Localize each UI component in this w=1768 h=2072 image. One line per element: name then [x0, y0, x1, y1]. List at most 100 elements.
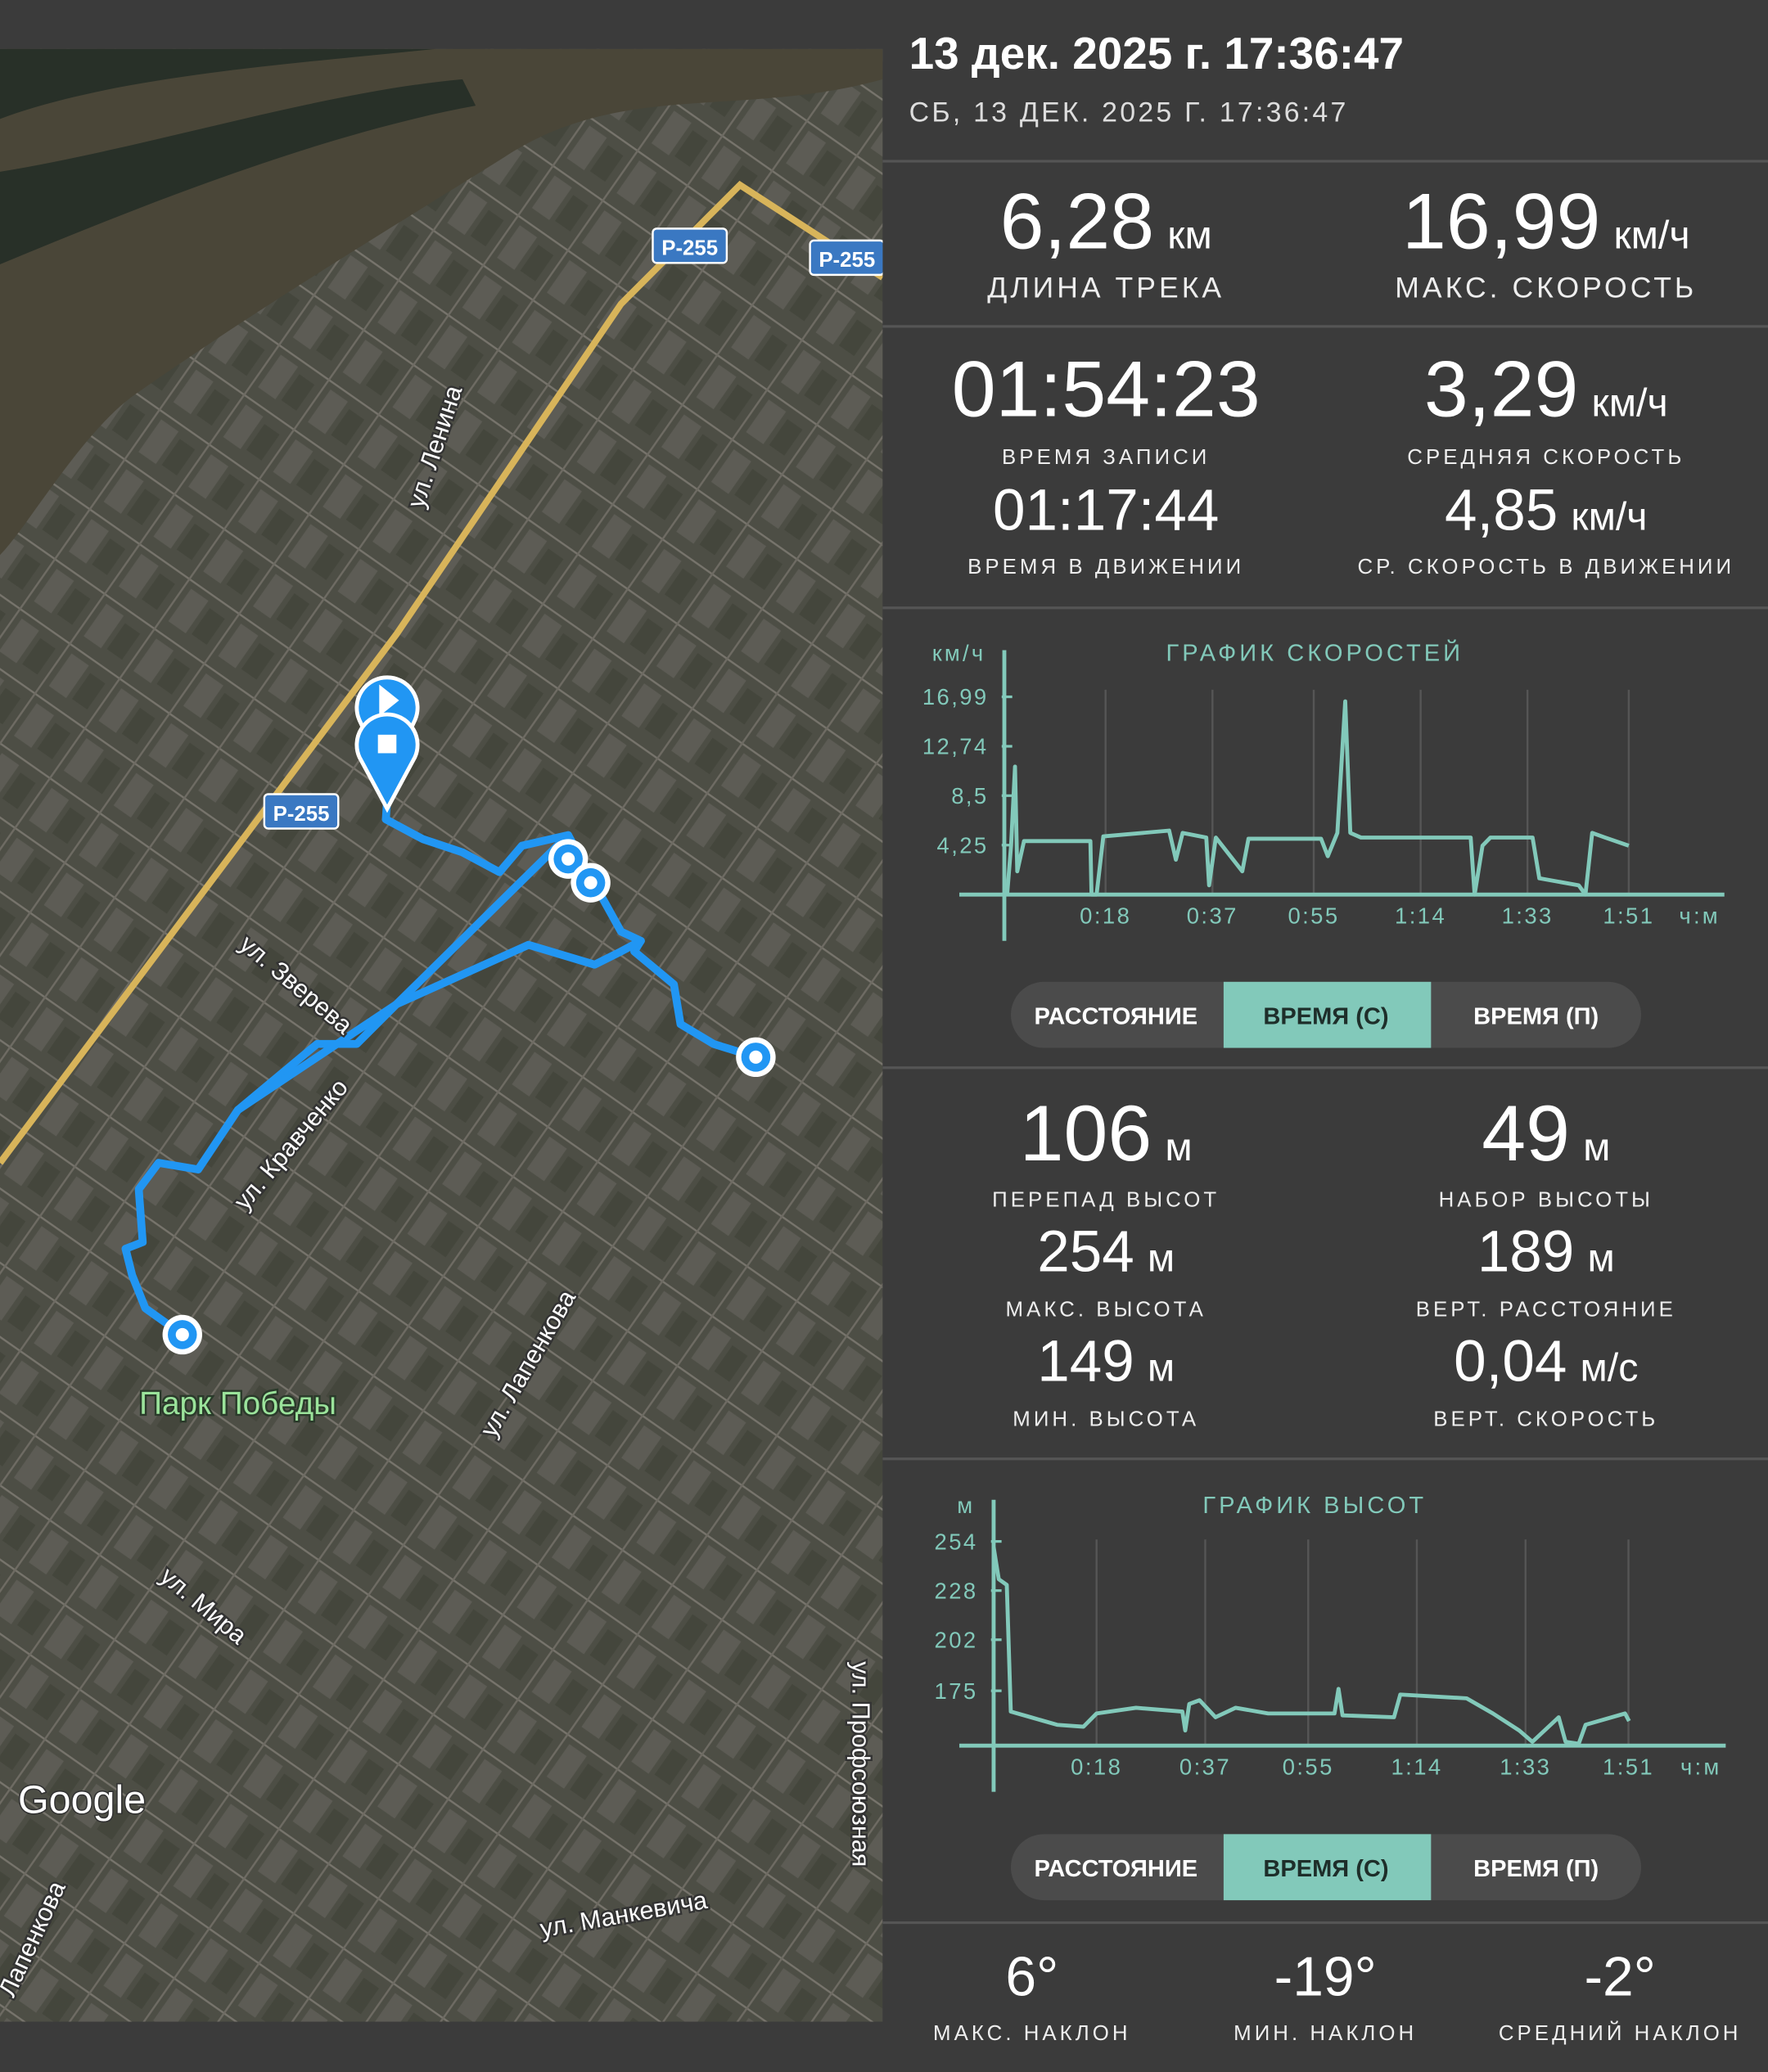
stat-unit: м: [1165, 1125, 1192, 1169]
x-tick-label: 1:14: [1391, 1754, 1442, 1780]
y-axis-unit: м: [957, 1493, 975, 1518]
stat-label: ВЕРТ. РАССТОЯНИЕ: [1416, 1298, 1676, 1321]
date-title: 13 дек. 2025 г. 17:36:47: [909, 28, 1404, 79]
tab-selected: [1223, 1834, 1432, 1901]
stat-unit: м: [1587, 1236, 1614, 1280]
slope-label: МИН. НАКЛОН: [1234, 2022, 1417, 2045]
stat-number: 3,29: [1424, 345, 1579, 434]
x-tick-label: 1:14: [1395, 903, 1446, 929]
y-tick-label: 228: [935, 1578, 978, 1603]
separator: [882, 1921, 1768, 1925]
stat-value: 49 м: [1482, 1088, 1610, 1178]
end-marker[interactable]: [354, 712, 420, 813]
tab-label[interactable]: ВРЕМЯ (П): [1473, 1003, 1599, 1029]
y-tick-label: 254: [935, 1529, 978, 1554]
stat-number: 6,28: [1000, 177, 1155, 266]
separator: [882, 606, 1768, 610]
separator: [882, 1457, 1768, 1461]
stat-number: 254: [1037, 1219, 1134, 1284]
separator: [882, 1066, 1768, 1070]
x-tick-label: 0:37: [1187, 903, 1238, 929]
stat-number: 16,99: [1402, 177, 1600, 266]
stat-label: СР. СКОРОСТЬ В ДВИЖЕНИИ: [1357, 556, 1734, 579]
separator: [882, 160, 1768, 163]
waypoints[interactable]: [162, 839, 776, 1355]
stat-label: ВЕРТ. СКОРОСТЬ: [1433, 1408, 1658, 1430]
stat-value: 16,99 км/ч: [1402, 177, 1690, 266]
y-tick-label: 202: [935, 1627, 978, 1652]
data-line: [991, 1547, 1631, 1746]
road-label: Р-255: [273, 803, 330, 826]
stat-label: МАКС. ВЫСОТА: [1006, 1298, 1206, 1321]
tab-label[interactable]: РАССТОЯНИЕ: [1035, 1856, 1198, 1882]
stat-unit: м: [1148, 1345, 1175, 1390]
stat-label: СРЕДНЯЯ СКОРОСТЬ: [1407, 446, 1685, 469]
stat-label: ВРЕМЯ В ДВИЖЕНИИ: [967, 556, 1244, 579]
y-tick-label: 16,99: [922, 684, 989, 709]
stat-number: 4,85: [1445, 479, 1558, 543]
road-shield: [263, 793, 340, 830]
separator: [882, 325, 1768, 328]
date-subtitle: СБ, 13 ДЕК. 2025 Г. 17:36:47: [909, 97, 1349, 128]
park-label: Парк Победы: [139, 1386, 336, 1421]
stat-number: 149: [1037, 1329, 1134, 1394]
tab-label[interactable]: ВРЕМЯ (С): [1263, 1856, 1388, 1882]
stat-value: 189 м: [1477, 1219, 1615, 1284]
stat-value: 01:54:23: [952, 345, 1261, 434]
road-label: Р-255: [819, 249, 875, 272]
stat-value: 106 м: [1020, 1088, 1193, 1178]
tab-label[interactable]: РАССТОЯНИЕ: [1035, 1003, 1198, 1029]
stats-panel: 13 дек. 2025 г. 17:36:47 СБ, 13 ДЕК. 202…: [909, 28, 1404, 128]
stat-unit: км/ч: [1571, 495, 1647, 539]
road-shield: [809, 239, 883, 277]
chart-title: ГРАФИК СКОРОСТЕЙ: [1166, 638, 1464, 666]
y-tick-label: 175: [935, 1678, 978, 1704]
x-tick-label: 0:18: [1080, 903, 1131, 929]
tab-label[interactable]: ВРЕМЯ (С): [1263, 1003, 1388, 1029]
street-label: ул. Профсоюзная: [846, 1661, 874, 1867]
stat-value: 4,85 км/ч: [1445, 479, 1648, 543]
x-axis-unit: ч:м: [1680, 1754, 1721, 1780]
slope-value: -19°: [1274, 1946, 1377, 2007]
x-axis-unit: ч:м: [1679, 903, 1720, 929]
stat-label: НАБОР ВЫСОТЫ: [1439, 1188, 1653, 1211]
stat-number: 0,04: [1454, 1329, 1567, 1394]
stat-unit: м: [1148, 1236, 1175, 1280]
stat-unit: км/ч: [1613, 214, 1689, 258]
y-tick-label: 12,74: [922, 734, 989, 759]
chart-title: ГРАФИК ВЫСОТ: [1202, 1493, 1427, 1519]
y-tick-label: 4,25: [937, 832, 989, 858]
road-shield: [652, 227, 728, 264]
stat-value: 6,28 км: [1000, 177, 1212, 266]
slope-label: МАКС. НАКЛОН: [933, 2022, 1131, 2045]
stat-label: МАКС. СКОРОСТЬ: [1395, 271, 1697, 304]
map-brand: Google: [18, 1777, 146, 1822]
stat-number: 106: [1020, 1088, 1152, 1178]
data-line: [1005, 699, 1630, 897]
x-tick-label: 0:55: [1283, 1754, 1334, 1780]
slope-label: СРЕДНИЙ НАКЛОН: [1499, 2020, 1742, 2045]
x-tick-label: 0:37: [1179, 1754, 1231, 1780]
stat-label: ВРЕМЯ ЗАПИСИ: [1002, 446, 1210, 469]
tab-label[interactable]: ВРЕМЯ (П): [1473, 1856, 1599, 1882]
stat-unit: м: [1583, 1125, 1610, 1169]
tab-selected: [1223, 981, 1432, 1048]
stat-value: 01:17:44: [993, 479, 1219, 543]
slope-value: 6°: [1005, 1946, 1058, 2007]
stat-unit: м/с: [1580, 1345, 1638, 1390]
x-tick-label: 1:51: [1603, 903, 1654, 929]
stat-number: 01:17:44: [993, 479, 1219, 543]
x-tick-label: 0:55: [1288, 903, 1339, 929]
stat-value: 254 м: [1037, 1219, 1175, 1284]
road-label: Р-255: [661, 237, 718, 260]
x-tick-label: 0:18: [1071, 1754, 1122, 1780]
stat-value: 3,29 км/ч: [1424, 345, 1668, 434]
stat-value: 149 м: [1037, 1329, 1175, 1394]
y-axis-unit: км/ч: [932, 640, 986, 665]
stat-unit: км: [1167, 214, 1211, 258]
slope-value: -2°: [1584, 1946, 1655, 2007]
stat-number: 189: [1477, 1219, 1574, 1284]
